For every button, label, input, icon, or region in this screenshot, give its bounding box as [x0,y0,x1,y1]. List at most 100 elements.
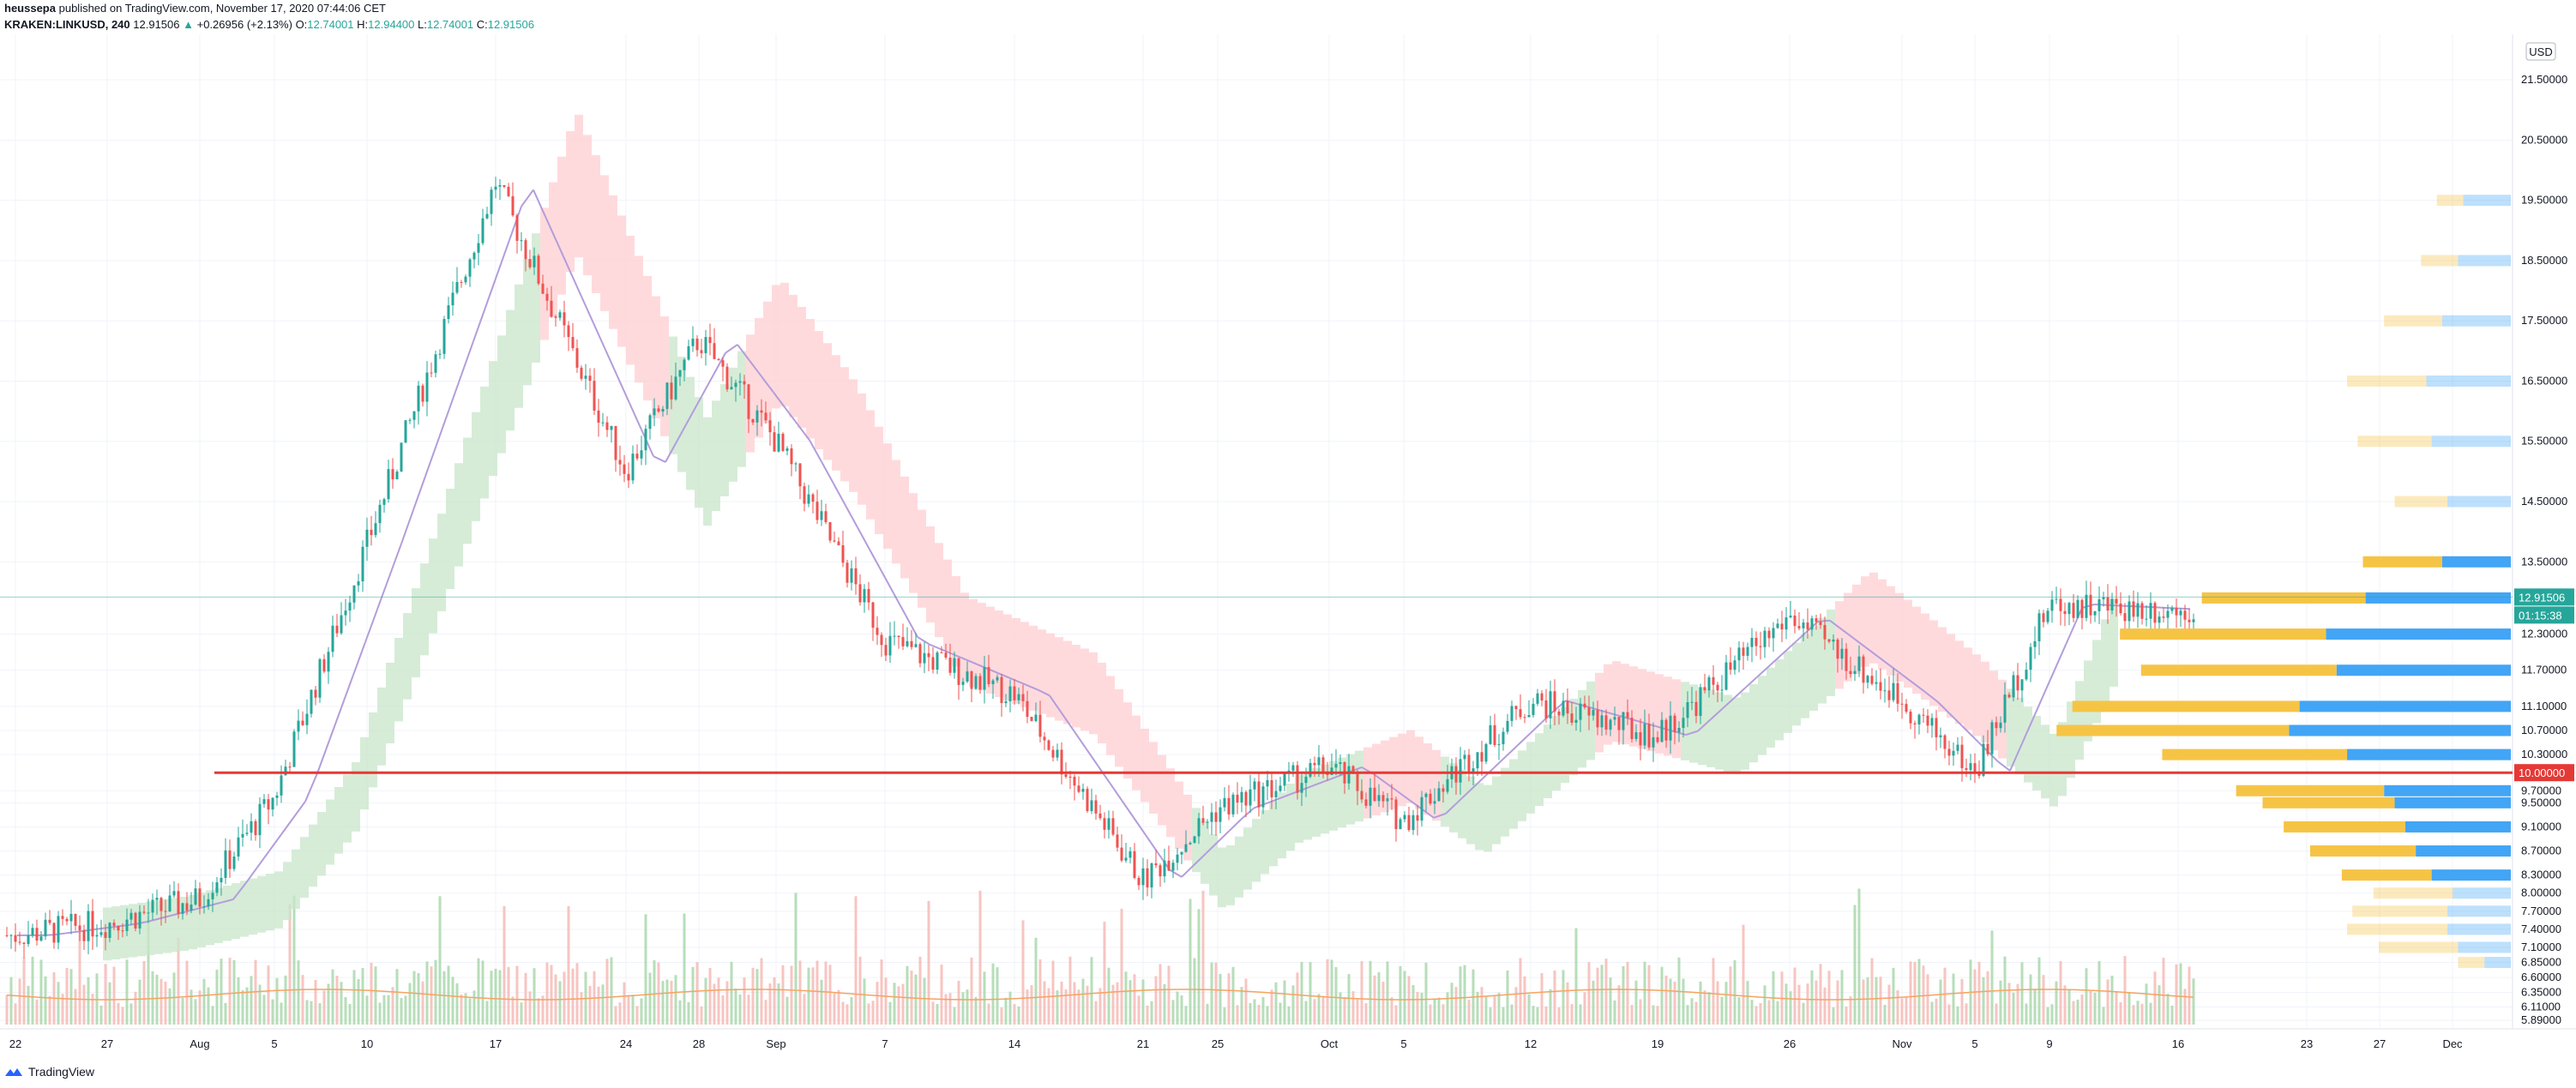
volume-bar-282 [1214,962,1218,1025]
kijun-seg-1812 [1541,710,1555,724]
footer-brand[interactable]: TradingView [4,1065,94,1079]
candle-body-163 [704,337,707,353]
candle-body-311 [1339,762,1342,765]
cloud-segment-52 [549,182,557,318]
volume-bar-362 [1557,1007,1561,1025]
vp-down-7 [2365,592,2511,604]
volume-bar-73 [318,1003,322,1025]
cloud-segment-219 [1981,661,1989,742]
candle-body-40 [177,891,180,914]
volume-bar-475 [2042,975,2045,1025]
volume-bar-240 [1034,937,1038,1025]
vp-up-6 [2362,556,2442,568]
price-axis[interactable]: 21.5000020.5000019.5000018.5000017.50000… [2521,73,2567,1026]
cloud-segment-111 [1055,637,1063,721]
volume-bar-492 [2115,991,2118,1025]
candle-body-475 [2042,613,2045,622]
volume-bar-360 [1549,989,1552,1025]
volume-bar-269 [1159,964,1162,1025]
candle-body-377 [1622,712,1625,730]
kijun-seg-888 [749,359,762,377]
candle-body-280 [1206,821,1209,823]
candle-body-490 [2106,597,2110,611]
kijun-seg-202 [160,914,174,919]
volume-bar-289 [1244,978,1248,1025]
candle-body-486 [2089,594,2092,616]
cloud-segment-148 [1372,743,1381,815]
volume-bar-498 [2140,1003,2144,1025]
kijun-seg-1392 [1181,864,1195,878]
candle-body-170 [734,382,737,388]
volume-bar-245 [1056,990,1059,1025]
candle-body-509 [2188,619,2191,622]
candle-body-455 [1956,744,1959,751]
plot-area[interactable] [0,34,2513,1063]
x-tick-label-2: Aug [190,1037,209,1050]
candle-body-459 [1973,763,1977,772]
cloud-segment-194 [1766,667,1775,748]
cloud-segment-187 [1706,689,1715,767]
kijun-seg-1504 [1277,793,1291,800]
kijun-seg-538 [448,375,462,410]
candle-body-387 [1664,719,1668,741]
candle-body-271 [1167,860,1171,871]
kijun-seg-678 [569,269,582,298]
volume-bar-370 [1592,980,1595,1025]
y-tick-label-10: 11.70000 [2521,664,2567,676]
candle-body-148 [640,450,643,459]
candle-body-81 [352,585,356,603]
vp-down-19 [2447,905,2511,917]
cloud-segment-45 [489,361,497,476]
vp-down-20 [2447,923,2511,935]
candle-body-45 [198,888,202,907]
volume-bar-4 [22,957,26,1025]
candle-body-233 [1004,701,1008,704]
cloud-segment-159 [1466,776,1475,845]
candle-body-83 [361,546,364,582]
time-axis[interactable]: 22 27 Aug 5 10 17 24 28 Sep 7 14 21 25 Oct 5 12 19 26 Nov 5… [9,1037,2463,1050]
cloud-segment-109 [1038,629,1046,714]
cloud-segment-110 [1046,633,1055,718]
vp-up-2 [2384,315,2442,327]
candle-body-195 [841,544,845,563]
volume-bar-477 [2050,1004,2054,1025]
candle-body-11 [52,923,56,943]
kijun-seg-1308 [1109,782,1122,801]
candle-body-95 [412,411,416,420]
candle-body-234 [1008,686,1012,702]
kijun-seg-1644 [1397,790,1411,802]
vp-down-2 [2441,315,2511,327]
candle-body-230 [991,680,995,684]
volume-bar-340 [1463,965,1466,1025]
candle-body-49 [215,882,219,893]
candle-body-147 [635,454,639,459]
volume-bar-253 [1090,957,1093,1025]
candle-body-326 [1403,814,1406,820]
candle-body-419 [1802,622,1805,628]
volume-bar-129 [558,981,562,1025]
candle-body-340 [1463,754,1466,760]
volume-bar-448 [1926,974,1929,1025]
volume-bar-178 [768,983,772,1025]
vp-up-0 [2436,195,2464,207]
kijun-seg-1756 [1493,755,1507,769]
candle-body-502 [2158,616,2161,623]
volume-bar-22 [99,1005,103,1025]
volume-bar-404 [1737,997,1741,1025]
volume-bar-171 [738,994,742,1025]
candle-body-368 [1583,703,1586,708]
cloud-segment-38 [429,538,437,634]
volume-bar-315 [1356,999,1359,1025]
kijun-seg-1728 [1469,778,1483,792]
cloud-segment-59 [609,195,617,329]
volume-bar-491 [2110,975,2114,1025]
volume-bar-442 [1900,998,1904,1025]
candle-body-345 [1484,743,1488,762]
candle-body-307 [1321,757,1325,772]
cloud-segment-112 [1063,640,1072,724]
cloud-segment-28 [343,774,352,843]
currency-box[interactable]: USD [2525,42,2556,61]
volume-bar-248 [1068,956,1072,1025]
candle-body-193 [833,540,836,542]
